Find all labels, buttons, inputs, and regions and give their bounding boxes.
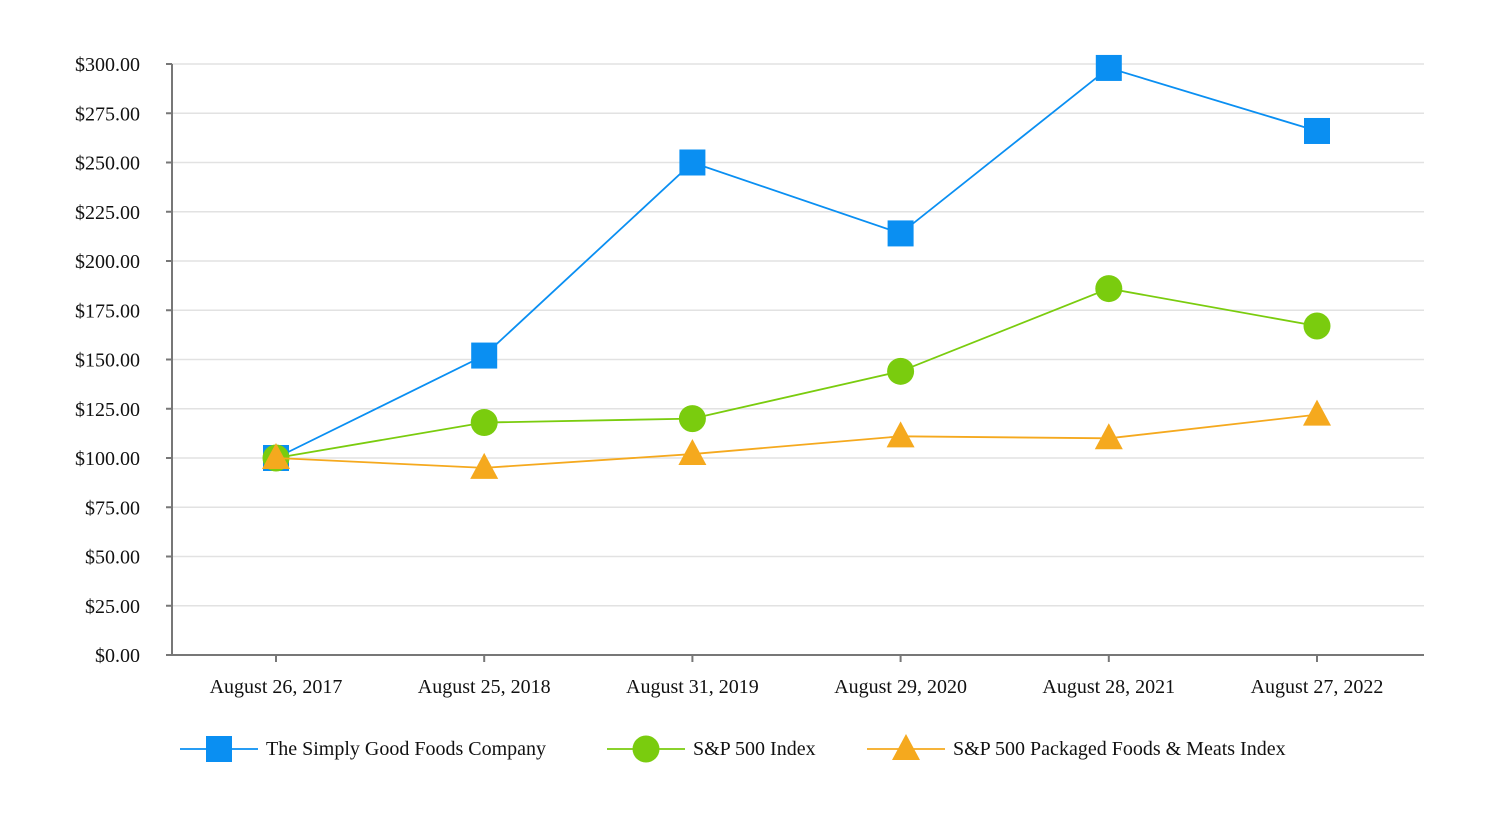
y-tick-label: $250.00 (75, 153, 140, 175)
y-tick-label: $200.00 (75, 251, 140, 273)
data-point-square (679, 149, 706, 176)
y-tick-labels: $0.00 $25.00 $50.00 $75.00 $100.00 $125.00 $15… (75, 54, 140, 667)
data-point-square (1095, 54, 1122, 81)
y-tick-label: $0.00 (95, 645, 140, 667)
series-line-triangle (275, 413, 1318, 469)
series-line-circle (275, 287, 1318, 459)
y-tick-label: $125.00 (75, 399, 140, 421)
y-tick-label: $100.00 (75, 448, 140, 470)
x-tick-label: August 31, 2019 (626, 676, 759, 698)
data-point-circle (470, 409, 498, 437)
data-point-circle (887, 357, 915, 385)
data-point-circle (1095, 275, 1123, 303)
data-point-square (887, 220, 914, 247)
legend-marker-square (206, 736, 232, 762)
data-point-circle (678, 405, 706, 433)
series-circle (262, 275, 1331, 472)
data-point-square (1304, 117, 1330, 144)
x-tick-labels: August 26, 2017 August 25, 2018 August 31,… (210, 676, 1384, 698)
legend-item-triangle: S&P 500 Packaged Foods & Meats Index (867, 734, 1286, 760)
data-point-triangle (886, 421, 915, 448)
y-tick-label: $50.00 (85, 547, 140, 569)
data-point-triangle (678, 439, 707, 466)
legend-label: S&P 500 Packaged Foods & Meats Index (953, 738, 1286, 760)
y-tick-label: $75.00 (85, 497, 140, 519)
legend-item-square: The Simply Good Foods Company (180, 736, 546, 762)
y-tick-label: $175.00 (75, 300, 140, 322)
y-tick-label: $25.00 (85, 596, 140, 618)
series-triangle (262, 399, 1331, 479)
x-tick-label: August 27, 2022 (1251, 676, 1384, 698)
x-tick-label: August 28, 2021 (1042, 676, 1175, 698)
series-layer (262, 54, 1331, 479)
data-point-triangle (1303, 399, 1331, 426)
axes (166, 63, 1424, 662)
series-line-square (275, 66, 1318, 459)
y-tick-label: $150.00 (75, 350, 140, 372)
y-tick-label: $225.00 (75, 202, 140, 224)
x-tick-label: August 25, 2018 (418, 676, 551, 698)
legend: The Simply Good Foods Company S&P 500 Ind… (180, 734, 1286, 763)
legend-marker-triangle (892, 734, 920, 760)
x-tick-label: August 26, 2017 (210, 676, 343, 698)
data-point-triangle (1094, 423, 1123, 450)
legend-label: The Simply Good Foods Company (266, 738, 546, 760)
y-tick-label: $275.00 (75, 103, 140, 125)
legend-marker-circle (632, 735, 660, 763)
y-tick-label: $300.00 (75, 54, 140, 76)
legend-label: S&P 500 Index (693, 738, 816, 760)
data-point-triangle (262, 443, 290, 469)
series-square (263, 54, 1330, 471)
grid-lines (172, 63, 1424, 607)
data-point-square (471, 342, 498, 369)
legend-item-circle: S&P 500 Index (607, 735, 816, 763)
data-point-triangle (470, 452, 499, 479)
x-tick-label: August 29, 2020 (834, 676, 967, 698)
data-point-circle (1303, 312, 1331, 340)
